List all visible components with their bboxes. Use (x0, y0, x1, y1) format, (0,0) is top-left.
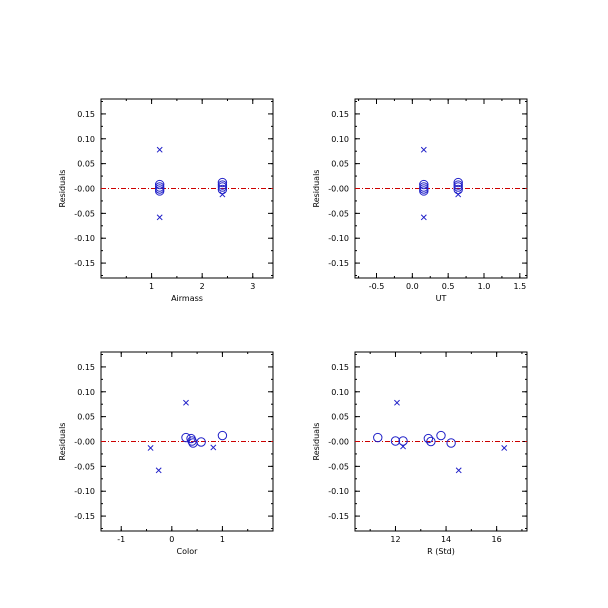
x-tick-label: 1 (220, 535, 225, 544)
chart-panel-1: -0.15 -0.10 -0.05 -0.00 0.05 0.10 0.15 1 2 3 Airma… (58, 98, 274, 303)
y-tick-label: -0.05 (74, 462, 95, 471)
y-tick-label: -0.00 (328, 438, 349, 447)
data-point-x (155, 467, 162, 474)
chart-panel-3: -0.15 -0.10 -0.05 -0.00 0.05 0.10 0.15 -1 0 1 Colo… (58, 351, 274, 556)
data-point-x (455, 191, 462, 198)
y-tick-label: 0.10 (77, 135, 95, 144)
y-tick-label: -0.15 (328, 259, 349, 268)
x-tick-label: 16 (492, 535, 502, 544)
y-tick-label: -0.15 (74, 259, 95, 268)
data-point-x (400, 443, 407, 450)
x-tick-label: 1.0 (478, 282, 491, 291)
x-tick-label: 12 (390, 535, 400, 544)
y-axis-label: Residuals (58, 170, 67, 208)
data-point-x (455, 467, 462, 474)
y-tick-label: 0.15 (77, 363, 95, 372)
data-point-circle (217, 430, 228, 441)
plot-frame (354, 351, 528, 532)
data-point-circle (453, 177, 463, 188)
x-tick-label: 14 (441, 535, 451, 544)
data-point-circle (436, 430, 446, 441)
data-point-circle (217, 182, 228, 192)
data-point-circle (423, 433, 434, 444)
x-tick-label: 1 (149, 282, 154, 291)
data-point-x (147, 445, 154, 451)
data-point-x (394, 399, 400, 406)
y-tick-label: -0.15 (74, 512, 95, 521)
y-axis-label: Residuals (312, 423, 321, 461)
x-axis-label: UT (436, 294, 447, 303)
data-point-x (183, 399, 189, 406)
x-axis-label: Airmass (171, 294, 203, 303)
data-point-x (219, 191, 226, 198)
x-tick-label: -0.5 (369, 282, 385, 291)
data-point-circle (453, 182, 463, 192)
y-axis-label: Residuals (58, 423, 67, 461)
y-tick-label: 0.10 (331, 388, 349, 397)
y-axis-label: Residuals (312, 170, 321, 208)
y-tick-label: 0.15 (331, 110, 349, 119)
data-point-x (501, 445, 508, 451)
y-tick-label: 0.10 (331, 135, 349, 144)
chart-panel-4: -0.15 -0.10 -0.05 -0.00 0.05 0.10 0.15 12 14 16 R … (312, 351, 528, 556)
data-point-circle (419, 179, 429, 190)
y-tick-label: 0.05 (77, 160, 95, 169)
data-point-circle (446, 438, 456, 448)
y-tick-label: -0.00 (74, 438, 95, 447)
data-point-circle (373, 432, 383, 443)
data-point-x (420, 214, 427, 221)
data-point-x (156, 146, 163, 153)
data-point-circle (154, 186, 165, 196)
x-tick-label: 0.0 (406, 282, 419, 291)
data-point-circle (154, 179, 165, 190)
data-point-circle (453, 184, 463, 195)
plot-frame (100, 98, 274, 279)
x-tick-label: 1.5 (513, 282, 526, 291)
x-axis-label: R (Std) (427, 547, 455, 556)
chart-panel-2: -0.15 -0.10 -0.05 -0.00 0.05 0.10 0.15 -0.5 0.0 0… (312, 98, 528, 303)
data-point-circle (196, 437, 206, 447)
y-tick-label: -0.05 (74, 209, 95, 218)
y-tick-label: 0.15 (331, 363, 349, 372)
y-tick-label: 0.05 (77, 413, 95, 422)
y-tick-label: -0.10 (74, 487, 95, 496)
data-point-circle (398, 436, 408, 446)
x-tick-label: 0.5 (442, 282, 455, 291)
y-tick-label: -0.10 (328, 234, 349, 243)
x-tick-label: 2 (200, 282, 205, 291)
data-point-circle (217, 177, 228, 188)
y-tick-label: 0.05 (331, 160, 349, 169)
y-tick-label: -0.05 (328, 209, 349, 218)
y-tick-label: 0.15 (77, 110, 95, 119)
x-tick-label: 0 (169, 535, 174, 544)
y-tick-label: 0.05 (331, 413, 349, 422)
y-tick-label: 0.10 (77, 388, 95, 397)
x-axis-label: Color (177, 547, 199, 556)
y-tick-label: -0.00 (328, 185, 349, 194)
x-tick-label: -1 (117, 535, 125, 544)
data-point-x (210, 444, 217, 451)
data-point-x (420, 146, 427, 153)
y-tick-label: -0.05 (328, 462, 349, 471)
data-point-circle (187, 436, 197, 446)
data-point-circle (217, 184, 228, 195)
y-tick-label: -0.10 (328, 487, 349, 496)
plot-frame (354, 98, 528, 279)
y-tick-label: -0.10 (74, 234, 95, 243)
y-tick-label: -0.15 (328, 512, 349, 521)
x-tick-label: 3 (250, 282, 255, 291)
data-point-x (156, 214, 163, 221)
y-tick-label: -0.00 (74, 185, 95, 194)
data-point-circle (426, 436, 436, 447)
data-point-circle (390, 436, 401, 446)
data-point-circle (419, 186, 429, 196)
